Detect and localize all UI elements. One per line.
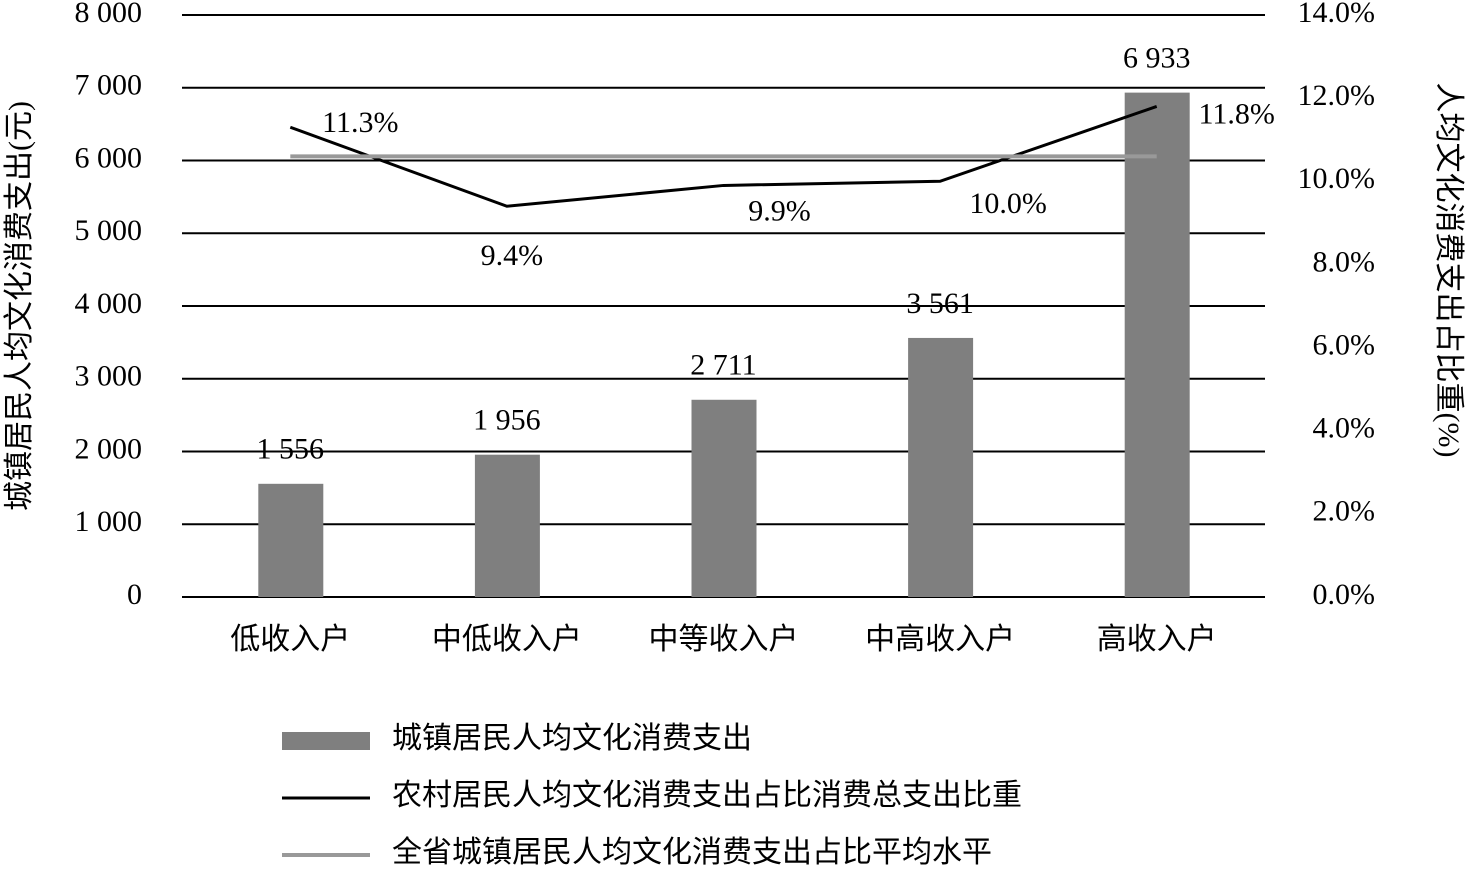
- y-tick-label: 3 000: [75, 360, 143, 393]
- y-tick-label: 5 000: [75, 214, 143, 247]
- data-label: 10.0%: [969, 187, 1047, 220]
- x-tick-label: 中高收入户: [865, 623, 1015, 656]
- y2-tick-label: 0.0%: [1313, 578, 1376, 611]
- legend-swatch: [282, 732, 370, 750]
- legend-label: 城镇居民人均文化消费支出: [392, 722, 752, 755]
- x-tick-label: 低收入户: [230, 623, 350, 656]
- y-tick-label: 7 000: [75, 69, 143, 102]
- y2-tick-label: 10.0%: [1298, 162, 1376, 195]
- bar: [908, 337, 974, 597]
- y2-tick-label: 12.0%: [1298, 79, 1376, 112]
- y-tick-label: 2 000: [75, 432, 143, 465]
- data-label: 1 556: [257, 433, 325, 466]
- x-tick-label: 中等收入户: [649, 623, 799, 656]
- data-label: 2 711: [690, 349, 756, 382]
- y-tick-label: 6 000: [75, 141, 143, 174]
- y2-tick-label: 6.0%: [1313, 328, 1376, 361]
- bar: [474, 454, 540, 597]
- data-label: 1 956: [473, 404, 541, 437]
- data-label: 11.8%: [1199, 97, 1275, 130]
- bar: [691, 399, 757, 597]
- data-label: 9.4%: [481, 239, 544, 272]
- y-tick-label: 4 000: [75, 287, 143, 320]
- y-tick-label: 0: [127, 578, 142, 611]
- bar: [258, 483, 324, 597]
- y-tick-label: 1 000: [75, 505, 143, 538]
- bar: [1124, 92, 1190, 597]
- y2-tick-label: 2.0%: [1313, 495, 1376, 528]
- data-label: 3 561: [906, 287, 974, 320]
- y2-axis-title: 人均文化消费支出占比重(%): [1432, 83, 1465, 458]
- x-tick-label: 中低收入户: [432, 623, 582, 656]
- y-tick-label: 8 000: [75, 0, 143, 29]
- data-label: 6 933: [1123, 42, 1191, 75]
- legend-label: 全省城镇居民人均文化消费支出占比平均水平: [392, 836, 992, 869]
- y2-tick-label: 4.0%: [1313, 412, 1376, 445]
- y2-tick-label: 8.0%: [1313, 245, 1376, 278]
- y-axis-title: 城镇居民人均文化消费支出(元): [3, 101, 36, 511]
- data-label: 9.9%: [748, 194, 811, 227]
- data-label: 11.3%: [322, 106, 398, 139]
- legend-label: 农村居民人均文化消费支出占比消费总支出比重: [392, 779, 1022, 812]
- x-tick-label: 高收入户: [1097, 623, 1217, 656]
- y2-tick-label: 14.0%: [1298, 0, 1376, 29]
